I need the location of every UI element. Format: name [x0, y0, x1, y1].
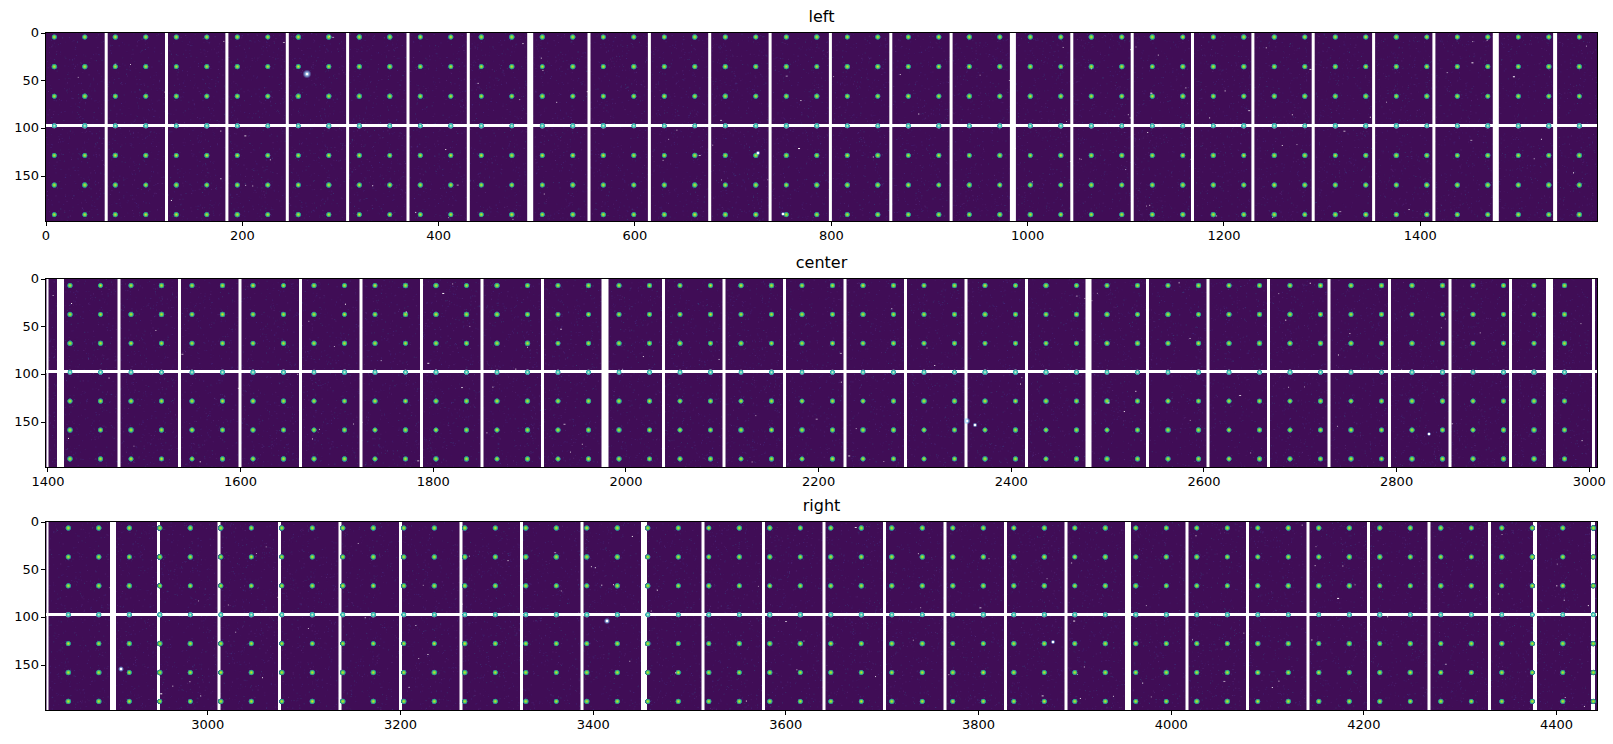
y-tick-mark [41, 569, 45, 570]
x-tick-mark [1011, 468, 1012, 472]
x-tick-mark [1223, 222, 1224, 226]
x-tick-mark [1171, 711, 1172, 715]
x-tick-label: 3000 [191, 718, 224, 732]
x-tick-mark [433, 468, 434, 472]
x-tick-label: 2600 [1187, 475, 1220, 489]
x-tick-mark [1589, 468, 1590, 472]
y-tick-mark [41, 617, 45, 618]
y-tick-label: 150 [14, 658, 39, 672]
y-tick-mark [41, 665, 45, 666]
x-tick-label: 1800 [417, 475, 450, 489]
x-tick-mark [818, 468, 819, 472]
x-tick-mark [1027, 222, 1028, 226]
x-tick-label: 3000 [1573, 475, 1606, 489]
x-tick-label: 400 [426, 229, 451, 243]
x-tick-label: 1400 [1404, 229, 1437, 243]
x-tick-label: 2200 [802, 475, 835, 489]
x-tick-label: 3200 [384, 718, 417, 732]
y-tick-label: 150 [14, 169, 39, 183]
x-tick-label: 200 [230, 229, 255, 243]
y-tick-label: 50 [22, 563, 39, 577]
y-tick-mark [41, 522, 45, 523]
x-tick-mark [47, 468, 48, 472]
y-tick-mark [41, 374, 45, 375]
figure: left0200400600800100012001400050100150ce… [0, 0, 1613, 744]
x-tick-mark [978, 711, 979, 715]
subplot-title-center: center [796, 253, 847, 272]
x-tick-label: 4000 [1155, 718, 1188, 732]
y-tick-mark [41, 80, 45, 81]
x-tick-mark [1420, 222, 1421, 226]
y-tick-mark [41, 176, 45, 177]
y-tick-label: 100 [14, 610, 39, 624]
x-tick-mark [207, 711, 208, 715]
x-tick-label: 2400 [995, 475, 1028, 489]
plot-image-center [46, 279, 1597, 467]
x-tick-mark [593, 711, 594, 715]
y-tick-mark [41, 326, 45, 327]
x-tick-mark [831, 222, 832, 226]
x-tick-mark [438, 222, 439, 226]
y-tick-label: 150 [14, 415, 39, 429]
x-tick-label: 3600 [769, 718, 802, 732]
x-tick-label: 1400 [31, 475, 64, 489]
x-tick-mark [46, 222, 47, 226]
x-tick-label: 2000 [609, 475, 642, 489]
x-tick-mark [634, 222, 635, 226]
x-tick-label: 1600 [224, 475, 257, 489]
x-tick-mark [400, 711, 401, 715]
x-tick-label: 4400 [1540, 718, 1573, 732]
x-tick-label: 3400 [577, 718, 610, 732]
x-tick-label: 2800 [1380, 475, 1413, 489]
x-tick-mark [240, 468, 241, 472]
y-tick-label: 0 [31, 26, 39, 40]
y-tick-label: 100 [14, 121, 39, 135]
x-tick-mark [242, 222, 243, 226]
plot-image-left [46, 33, 1597, 221]
x-tick-label: 0 [42, 229, 50, 243]
x-tick-label: 1000 [1011, 229, 1044, 243]
x-tick-label: 600 [623, 229, 648, 243]
x-tick-mark [1396, 468, 1397, 472]
y-tick-label: 50 [22, 74, 39, 88]
plot-image-right [46, 522, 1597, 710]
y-tick-mark [41, 128, 45, 129]
x-tick-label: 800 [819, 229, 844, 243]
y-tick-mark [41, 33, 45, 34]
y-tick-mark [41, 422, 45, 423]
subplot-title-left: left [809, 7, 835, 26]
y-tick-label: 0 [31, 515, 39, 529]
x-tick-mark [1556, 711, 1557, 715]
subplot-title-right: right [803, 496, 841, 515]
x-tick-label: 4200 [1347, 718, 1380, 732]
x-tick-mark [1203, 468, 1204, 472]
y-tick-label: 0 [31, 272, 39, 286]
x-tick-label: 3800 [962, 718, 995, 732]
y-tick-mark [41, 279, 45, 280]
x-tick-mark [1363, 711, 1364, 715]
x-tick-label: 1200 [1207, 229, 1240, 243]
y-tick-label: 50 [22, 320, 39, 334]
x-tick-mark [625, 468, 626, 472]
y-tick-label: 100 [14, 367, 39, 381]
x-tick-mark [785, 711, 786, 715]
